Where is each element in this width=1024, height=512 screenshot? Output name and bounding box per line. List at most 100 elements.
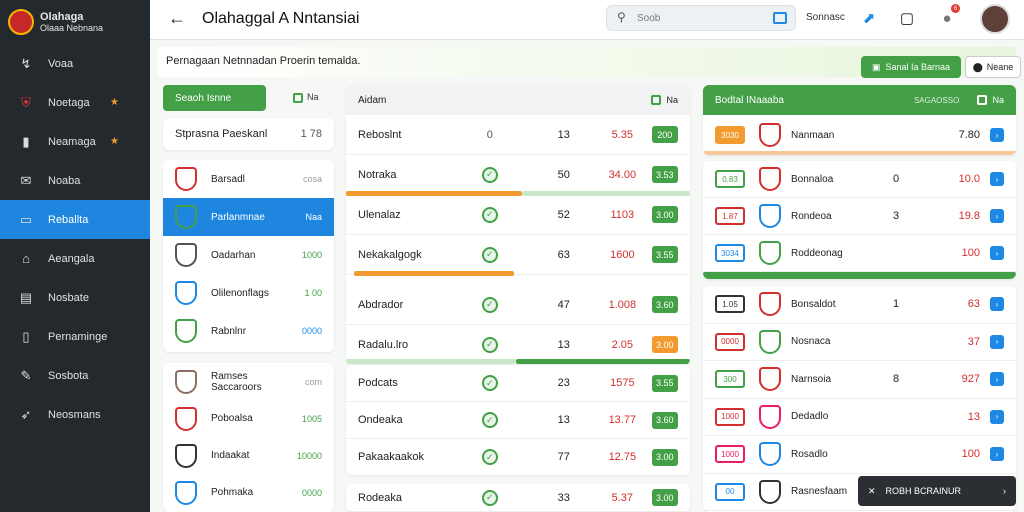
secondary-button[interactable]: ⬤ Neane <box>965 56 1021 78</box>
match-row[interactable]: Radalu.lro ✓ 13 2.05 3.00 <box>346 325 690 365</box>
back-arrow-icon[interactable]: ← <box>168 8 186 28</box>
odds-button[interactable]: 3.00 <box>651 448 678 466</box>
arrow-button[interactable]: › <box>990 128 1004 142</box>
odds-row[interactable]: 1000 Rosadlo 100 › <box>703 436 1016 474</box>
check-icon[interactable]: ✓ <box>481 166 498 183</box>
match-row[interactable]: Pakaakaakok ✓ 77 12.75 3.00 <box>346 439 690 475</box>
checkbox-icon[interactable] <box>651 95 662 105</box>
odds-pill: 00 <box>715 482 745 501</box>
check-icon[interactable]: ✓ <box>481 296 498 313</box>
chevron-right-icon[interactable]: › <box>1003 486 1006 496</box>
team-name: Pohmaka <box>211 487 254 498</box>
odds-row[interactable]: 0000 Nosnaca 37 › <box>703 324 1016 361</box>
match-row[interactable]: Nekakalgogk ✓ 63 1600 3.55 <box>346 235 690 275</box>
team-row[interactable]: Poboalsa 1005 <box>163 400 334 437</box>
odds-row[interactable]: 0.83 Bonnaloa 0 10.0 › <box>703 161 1016 198</box>
arrow-button[interactable]: › <box>990 209 1004 223</box>
odds-button[interactable]: 3.60 <box>651 411 678 429</box>
odds-row[interactable]: 3030 Nanmaan 7.80 › <box>703 117 1016 153</box>
odds-button[interactable]: 3.55 <box>651 246 678 263</box>
sidebar-item-6[interactable]: ⌂ Aeangala <box>0 239 150 278</box>
odds-button[interactable]: 3.55 <box>651 374 678 392</box>
odds-button[interactable]: 200 <box>651 126 678 143</box>
odds-button[interactable]: 3.60 <box>651 296 678 313</box>
tab-active[interactable]: Seaoh Isnne <box>163 85 266 111</box>
match-team-name: Radalu.lro <box>358 338 409 351</box>
odds-pill: 0000 <box>715 332 745 351</box>
match-indicator: ✓ <box>475 166 504 183</box>
check-icon[interactable]: ✓ <box>481 412 498 428</box>
team-row[interactable]: Oadarhan 1000 <box>163 236 334 274</box>
sidebar-item-1[interactable]: ↯ Voaa <box>0 44 150 83</box>
sidebar-item-8[interactable]: ▯ Pernaminge <box>0 317 150 356</box>
toast[interactable]: ✕ ROBH BCRAINUR › <box>858 476 1016 506</box>
camera-icon[interactable] <box>773 12 787 24</box>
check-icon[interactable]: ✓ <box>481 489 498 506</box>
odds-row[interactable]: 1000 Dedadlo 13 › <box>703 399 1016 436</box>
match-row[interactable]: Abdrador ✓ 47 1.008 3.60 <box>346 285 690 325</box>
team-row[interactable]: Rabnlnr 0000 <box>163 312 334 350</box>
topbar-label[interactable]: Sonnasc <box>806 12 845 23</box>
progress-line <box>522 191 690 196</box>
match-row[interactable]: Reboslnt 0 13 5.35 200 <box>346 115 690 155</box>
team-value: 10000 <box>296 450 322 461</box>
search-box[interactable]: ⚲ Soob <box>606 5 796 31</box>
check-icon[interactable]: ✓ <box>481 206 498 223</box>
odds-row[interactable]: 1.87 Rondeoa 3 19.8 › <box>703 198 1016 235</box>
odds-button[interactable]: 3.00 <box>651 489 678 506</box>
arrow-button[interactable]: › <box>990 447 1004 462</box>
odds-button[interactable]: 3.00 <box>651 336 678 353</box>
match-row[interactable]: Podcats ✓ 23 1575 3.55 <box>346 365 690 402</box>
brand-title: Olahaga <box>40 10 84 23</box>
share-icon[interactable]: ⬈ <box>862 10 876 27</box>
chat-icon[interactable]: ▢ <box>899 10 915 27</box>
close-icon[interactable]: ✕ <box>868 485 876 496</box>
sidebar-item-3[interactable]: ▮ Neamaga ★ <box>0 122 150 161</box>
team-crest-icon <box>175 243 197 267</box>
check-icon[interactable]: ✓ <box>481 375 498 391</box>
odds-pill: 1.87 <box>715 207 745 225</box>
arrow-button[interactable]: › <box>990 409 1004 424</box>
notification-icon[interactable]: ● 6 <box>936 4 960 29</box>
odds-card-header: Bodtal INaaaba SAGAOSSO Na <box>703 85 1016 115</box>
odds-button[interactable]: 3.00 <box>651 206 678 223</box>
check-icon[interactable]: ✓ <box>481 449 498 465</box>
match-row[interactable]: Rodeaka ✓ 33 5.37 3.00 <box>346 484 690 512</box>
check-icon[interactable]: ✓ <box>481 246 498 263</box>
brand[interactable]: Olahaga Olaaa Nebnana <box>0 0 150 44</box>
odds-button[interactable]: 3.53 <box>651 166 678 183</box>
odds-row[interactable]: 300 Narnsoia 8 927 › <box>703 361 1016 399</box>
team-row[interactable]: Barsadl cosa <box>163 160 334 198</box>
page-title: Olahaggal A Nntansiai <box>202 10 360 27</box>
team-row[interactable]: Indaakat 10000 <box>163 437 334 474</box>
sidebar-item-7[interactable]: ▤ Nosbate <box>0 278 150 317</box>
check-icon[interactable]: ✓ <box>481 336 498 353</box>
match-row[interactable]: Notraka ✓ 50 34.00 3.53 <box>346 155 690 195</box>
arrow-button[interactable]: › <box>990 297 1004 312</box>
checkbox-icon[interactable] <box>977 95 988 105</box>
match-card-header: Aidam Na <box>346 85 690 115</box>
sidebar-item-2[interactable]: ⛨ Noetaga ★ <box>0 83 150 122</box>
sidebar-item-label: Neamaga <box>48 135 96 148</box>
sidebar-item-9[interactable]: ✎ Sosbota <box>0 356 150 395</box>
avatar[interactable] <box>980 4 1010 34</box>
sidebar-item-10[interactable]: ➶ Neosmans <box>0 395 150 434</box>
sidebar-item-4[interactable]: ✉ Noaba <box>0 161 150 200</box>
arrow-button[interactable]: › <box>990 334 1004 349</box>
tab-secondary[interactable]: Na <box>293 92 319 103</box>
team-row[interactable]: Pohmaka 0000 <box>163 474 334 511</box>
arrow-button[interactable]: › <box>990 372 1004 387</box>
search-input[interactable]: Soob <box>637 13 661 24</box>
match-row[interactable]: Ulenalaz ✓ 52 1103 3.00 <box>346 195 690 235</box>
match-row[interactable]: Ondeaka ✓ 13 13.77 3.60 <box>346 402 690 439</box>
arrow-button[interactable]: › <box>990 246 1004 260</box>
match-odds: 2.05 <box>611 338 634 351</box>
odds-row[interactable]: 3034 Roddeonag 100 › <box>703 235 1016 272</box>
odds-row[interactable]: 1.05 Bonsaldot 1 63 › <box>703 286 1016 324</box>
sidebar-item-5[interactable]: ▭ Reballta <box>0 200 150 239</box>
team-row[interactable]: Olilenonflags 1 00 <box>163 274 334 312</box>
primary-button[interactable]: ▣ Sanal Ia Barnaa <box>861 56 961 78</box>
team-row[interactable]: Ramses Saccaroors com <box>163 363 334 400</box>
team-row[interactable]: Parlanmnae Naa <box>163 198 334 236</box>
arrow-button[interactable]: › <box>990 172 1004 186</box>
